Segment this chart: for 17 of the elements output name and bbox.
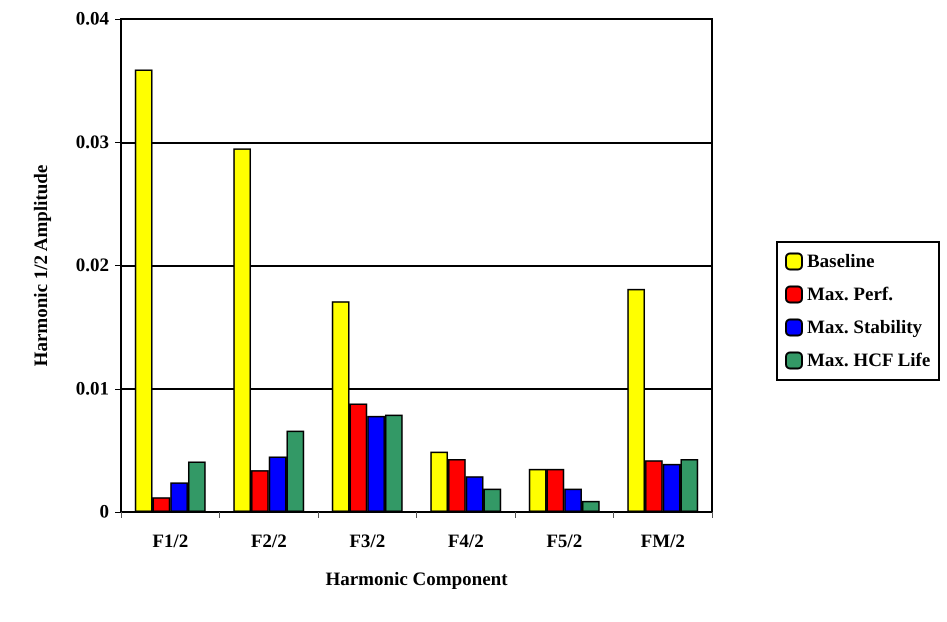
y-tick-label: 0.01 bbox=[76, 378, 109, 400]
y-tick-label: 0.04 bbox=[76, 8, 110, 30]
x-tick-label: F2/2 bbox=[250, 531, 287, 552]
x-tick-label: F1/2 bbox=[152, 531, 188, 552]
x-axis-title: Harmonic Component bbox=[325, 569, 508, 590]
y-tick-label: 0.03 bbox=[76, 132, 109, 153]
x-tick-label: F3/2 bbox=[349, 531, 386, 552]
x-tick-label: F4/2 bbox=[448, 531, 484, 552]
legend-label: Max. Stability bbox=[807, 317, 923, 338]
legend-label: Max. Perf. bbox=[807, 284, 893, 305]
x-tick-label: FM/2 bbox=[640, 531, 685, 552]
y-axis-title: Harmonic 1/2 Amplitude bbox=[31, 164, 52, 366]
x-tick-label: F5/2 bbox=[546, 531, 582, 552]
legend-label: Baseline bbox=[807, 251, 875, 272]
y-tick-label: 0.02 bbox=[76, 255, 109, 276]
y-tick-label: 0 bbox=[100, 502, 109, 522]
legend-label: Max. HCF Life bbox=[807, 350, 930, 371]
